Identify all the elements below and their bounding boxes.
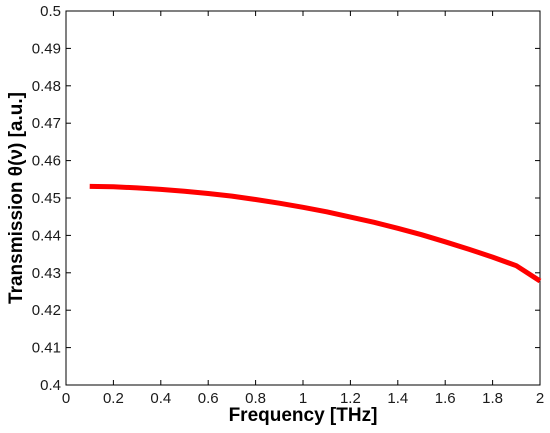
y-tick-label: 0.43 xyxy=(32,265,61,282)
y-tick-label: 0.42 xyxy=(32,302,61,319)
y-tick-label: 0.48 xyxy=(32,78,61,95)
y-tick-label: 0.46 xyxy=(32,153,61,170)
x-tick-label: 2 xyxy=(536,390,544,407)
series-layer xyxy=(89,183,542,284)
x-tick-label: 1.2 xyxy=(340,390,361,407)
y-tick-label: 0.41 xyxy=(32,340,61,357)
x-tick-label: 0.6 xyxy=(198,390,219,407)
y-tick-label: 0.49 xyxy=(32,40,61,57)
x-tick-label: 0.2 xyxy=(103,390,124,407)
x-tick-label: 1.6 xyxy=(435,390,456,407)
x-tick-label: 0.4 xyxy=(150,390,171,407)
y-tick-label: 0.45 xyxy=(32,190,61,207)
y-tick-label: 0.5 xyxy=(40,3,61,20)
plot-area xyxy=(65,10,541,386)
y-tick-label: 0.47 xyxy=(32,115,61,132)
x-tick-label: 0.8 xyxy=(245,390,266,407)
x-tick-label: 0 xyxy=(62,390,70,407)
series-line xyxy=(89,183,542,284)
x-axis-title: Frequency [THz] xyxy=(229,405,378,426)
x-tick-label: 1.4 xyxy=(387,390,408,407)
y-tick-label: 0.4 xyxy=(40,377,61,394)
x-tick-label: 1.8 xyxy=(482,390,503,407)
x-axis-ticks: 0 0.2 0.4 0.6 0.8 1 1.2 1.4 1.6 1.8 2 xyxy=(62,11,544,407)
y-tick-label: 0.44 xyxy=(32,227,61,244)
y-axis-title: Transmission θ(ν) [a.u.] xyxy=(6,92,27,304)
y-axis-ticks: 0.4 0.41 0.42 0.43 0.44 0.45 0.46 0.47 0.48 0.49 0… xyxy=(32,3,540,394)
x-tick-label: 1 xyxy=(299,390,307,407)
